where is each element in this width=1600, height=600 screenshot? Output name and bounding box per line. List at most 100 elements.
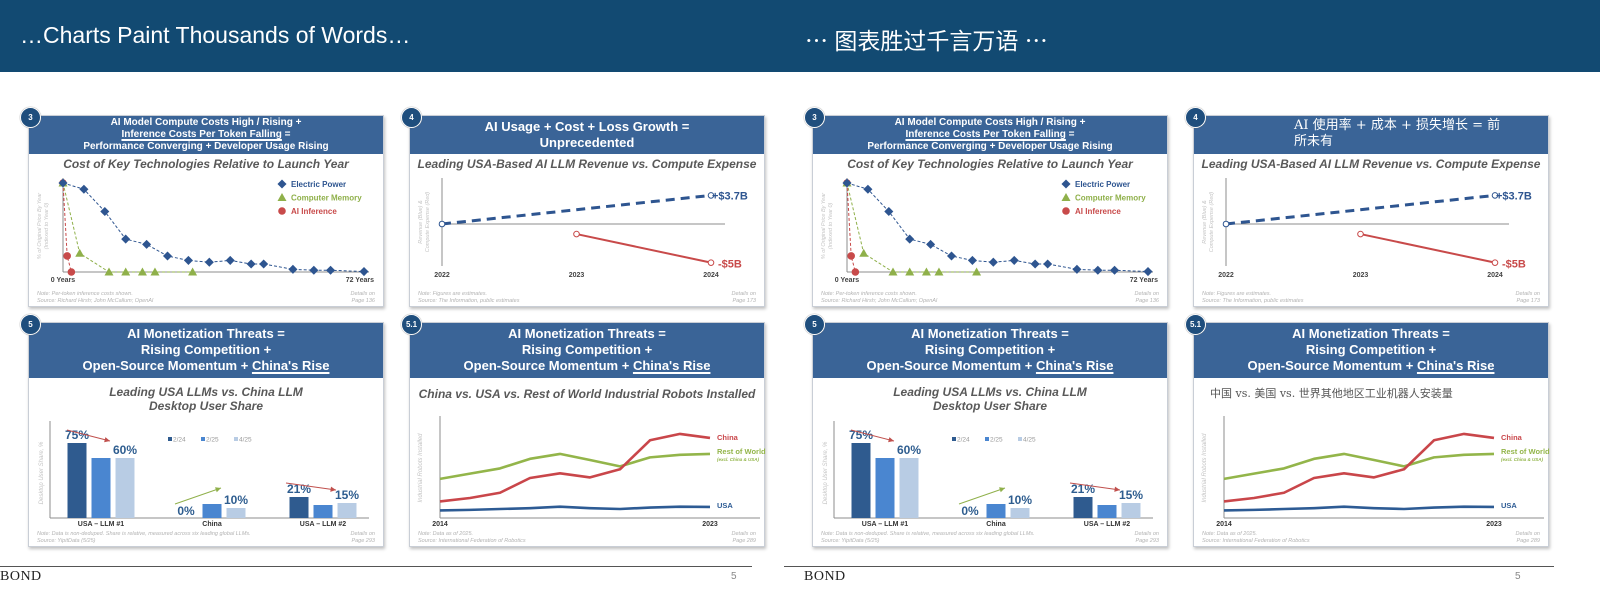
chart-title: Leading USA-Based AI LLM Revenue vs. Com…: [1194, 157, 1548, 171]
footer-divider: [0, 566, 752, 567]
source-text: Source: International Federation of Robo…: [418, 538, 526, 544]
x-tick-label: 2023: [702, 521, 718, 528]
data-point: [905, 267, 915, 276]
trend-arrow-down: [1069, 482, 1121, 492]
header-line: Inference Costs Per Token Falling =: [29, 129, 383, 141]
title-band: [0, 0, 1600, 72]
page-number: 5: [1515, 571, 1521, 582]
trend-arrow-down: [66, 429, 111, 443]
data-point: [67, 268, 76, 276]
header-line: Performance Converging + Developer Usage…: [813, 141, 1167, 153]
bar: [986, 504, 1006, 518]
legend-label: 2/24: [957, 437, 970, 444]
chart-card: 3 AI Model Compute Costs High / Rising + I…: [804, 107, 1168, 307]
chart-card: 3 AI Model Compute Costs High / Rising + I…: [20, 107, 384, 307]
category-label: China: [202, 521, 222, 528]
details-link[interactable]: Details on Page 173: [1516, 291, 1540, 305]
y-axis-label: Industrial Robots Installed: [1202, 433, 1208, 503]
data-point: [326, 265, 336, 275]
header-text: Open-Source Momentum +: [1247, 358, 1417, 373]
data-point: [946, 251, 957, 261]
x-tick-label: 72 Years: [346, 277, 374, 284]
details-text: Details on: [350, 291, 375, 297]
chart-title-line: Cost of Key Technologies Relative to Lau…: [63, 157, 349, 171]
header-emphasis: China's Rise: [1416, 358, 1495, 373]
page-number: 5: [731, 571, 737, 582]
details-text: Page 173: [1516, 298, 1540, 304]
note-text: Note: Data is non-deduped. Share is rela…: [821, 531, 1035, 537]
details-text: Page 293: [1135, 538, 1159, 544]
header-line: AI Model Compute Costs High / Rising +: [29, 117, 383, 129]
note-text: Note: Data as of 2025.: [418, 531, 474, 537]
brand-logo: BOND: [0, 569, 42, 584]
data-point: [1357, 230, 1364, 238]
legend-diamond-icon: [277, 179, 287, 189]
chart: Industrial Robots Installed 2014 2023 China…: [418, 416, 766, 528]
data-point: [162, 251, 173, 261]
chart-card: 5 AI Monetization Threats = Rising Competi…: [20, 314, 384, 547]
chart: Desktop User Share, %75%60%USA – LLM #10…: [823, 421, 1153, 528]
legend-diamond-icon: [1061, 179, 1071, 189]
footer-divider: [784, 566, 1554, 567]
series-note: (excl. China & USA): [717, 457, 760, 462]
header-text: Rising Competition +: [521, 342, 653, 357]
bar: [313, 505, 333, 518]
bar: [1097, 505, 1117, 518]
card-header: AI 使用率 + 成本 + 损失增长 = 前所未有: [1194, 116, 1548, 154]
chart: Desktop User Share, %75%60%USA – LLM #10…: [39, 421, 369, 528]
bar: [1010, 508, 1030, 518]
chart: % of Original Price By Year (Indexed to Y…: [37, 178, 374, 284]
series-line: [576, 233, 712, 264]
header-text: AI Model Compute Costs High / Rising +: [110, 117, 302, 128]
header-text: Open-Source Momentum +: [463, 358, 633, 373]
legend-label: 4/25: [239, 437, 252, 444]
bar: [226, 508, 246, 518]
details-link[interactable]: Details on Page 173: [732, 291, 756, 305]
legend-label: 2/25: [206, 437, 219, 444]
series-line-triangle: [62, 182, 193, 273]
chart-title-line: Leading USA LLMs vs. China LLM: [109, 385, 303, 399]
category-label: USA – LLM #2: [300, 521, 347, 528]
data-point: [1143, 267, 1153, 277]
details-link[interactable]: Details on Page 293: [1135, 531, 1159, 545]
source-text: Source: Richard Hirsh; John McCallum; Op…: [821, 298, 938, 304]
source-text: Source: International Federation of Robo…: [1202, 538, 1310, 544]
data-point: [63, 252, 71, 260]
chart-notes: Note: Per-token inference costs shown. So…: [37, 291, 153, 305]
data-point: [183, 255, 193, 265]
data-point: [1222, 220, 1230, 228]
legend-triangle-icon: [1061, 193, 1071, 201]
details-text: Details on: [1134, 531, 1159, 537]
legend-label: Computer Memory: [1075, 194, 1146, 203]
slide-number-badge: 5: [20, 314, 41, 335]
slide-title: ⋯ 图表胜过千言万语 ⋯: [805, 28, 1048, 54]
chart-card: 4 AI 使用率 + 成本 + 损失增长 = 前所未有 Leading USA-Ba…: [1185, 107, 1549, 307]
legend-label: Electric Power: [1075, 180, 1130, 189]
x-tick-label: 2023: [1486, 521, 1502, 528]
data-point: [707, 192, 715, 199]
value-label: +$3.7B: [1496, 190, 1532, 202]
details-link[interactable]: Details on Page 293: [351, 531, 375, 545]
chart-notes: Note: Data as of 2025. Source: Internatio…: [1202, 531, 1310, 545]
chart-title: 中国 vs. 美国 vs. 世界其他地区工业机器人安装量: [1210, 387, 1453, 400]
header-text: AI Monetization Threats =: [911, 326, 1069, 341]
header-line: Open-Source Momentum + China's Rise: [410, 358, 764, 374]
details-link[interactable]: Details on Page 136: [1135, 291, 1159, 305]
category-label: USA – LLM #2: [1084, 521, 1131, 528]
data-point: [121, 267, 131, 276]
legend-label: Computer Memory: [291, 194, 362, 203]
header-text: Unprecedented: [539, 135, 635, 150]
legend-swatch: [201, 437, 205, 441]
legend-label: AI Inference: [291, 207, 337, 216]
details-link[interactable]: Details on Page 289: [1516, 531, 1540, 545]
series-label: China: [1501, 433, 1523, 442]
details-link[interactable]: Details on Page 289: [732, 531, 756, 545]
details-link[interactable]: Details on Page 136: [351, 291, 375, 305]
data-point: [859, 248, 869, 257]
card-header-text: AI 使用率 + 成本 + 损失增长 = 前所未有: [1294, 118, 1501, 149]
series-label: Rest of World: [1501, 447, 1550, 456]
chart-notes: Note: Data is non-deduped. Share is rela…: [37, 531, 251, 545]
legend-swatch: [952, 437, 956, 441]
details-text: Page 289: [1516, 538, 1540, 544]
trend-arrow-up: [958, 487, 1006, 505]
